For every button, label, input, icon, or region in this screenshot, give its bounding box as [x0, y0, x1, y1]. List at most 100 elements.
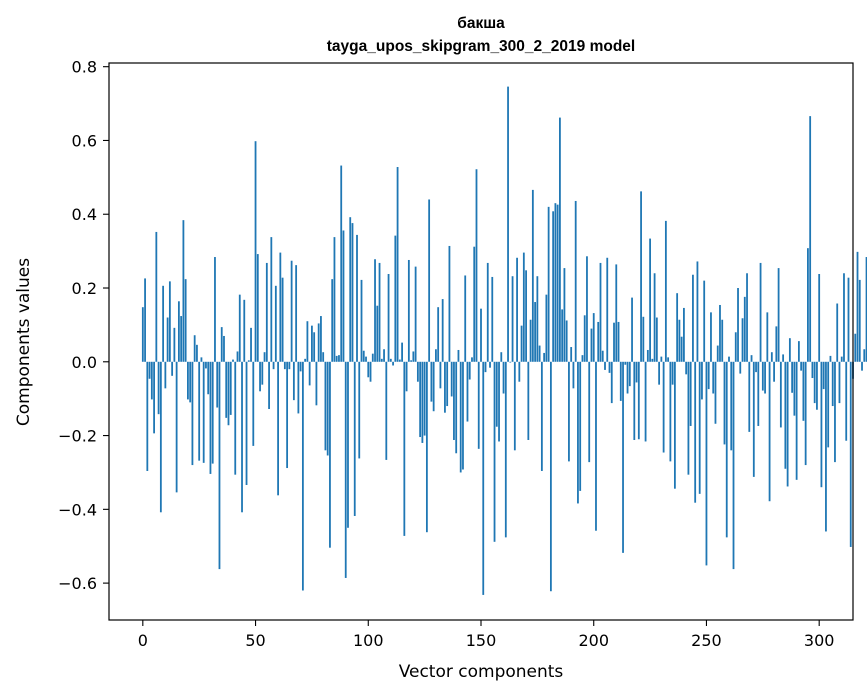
bar	[856, 251, 859, 362]
x-tick-label: 200	[578, 631, 609, 650]
bar	[538, 345, 541, 362]
y-tick-label: 0.8	[72, 58, 97, 77]
bar	[520, 325, 523, 362]
bar	[748, 361, 751, 432]
bar	[680, 336, 683, 362]
bar	[653, 273, 656, 362]
bar	[775, 326, 778, 362]
bar	[150, 361, 153, 400]
bar	[423, 361, 426, 436]
bar	[475, 169, 478, 362]
bar	[734, 332, 737, 362]
bar	[685, 361, 688, 375]
bar	[522, 252, 525, 362]
bar	[313, 332, 316, 362]
bar	[509, 361, 512, 363]
bar	[243, 299, 246, 362]
bar	[403, 361, 406, 536]
x-tick-label: 250	[691, 631, 722, 650]
bar	[292, 361, 295, 401]
bar	[633, 361, 636, 440]
bar	[457, 349, 460, 362]
bar	[468, 361, 471, 380]
y-tick-label: −0.6	[58, 574, 97, 593]
bar	[622, 361, 624, 553]
bar	[371, 353, 374, 362]
bar	[196, 344, 198, 362]
bar	[664, 220, 667, 362]
bar	[288, 361, 291, 370]
bar	[205, 361, 207, 369]
bar	[159, 361, 162, 513]
bar	[459, 361, 462, 473]
bar	[847, 277, 850, 362]
bar	[482, 361, 485, 595]
bar	[184, 279, 187, 362]
bar	[175, 361, 178, 493]
bar	[385, 361, 388, 460]
bar	[416, 361, 419, 382]
bar	[455, 361, 458, 454]
bar	[367, 361, 370, 378]
bar	[171, 361, 174, 376]
bar	[471, 357, 473, 362]
bar	[741, 318, 744, 362]
bar	[570, 347, 573, 362]
bar	[507, 86, 509, 362]
bar	[667, 357, 670, 362]
bar	[326, 361, 329, 456]
bar	[182, 220, 185, 362]
bar	[392, 361, 394, 366]
bar	[669, 361, 672, 462]
bar	[779, 361, 782, 428]
bar	[344, 361, 347, 578]
bar	[854, 333, 857, 362]
bar	[721, 319, 724, 362]
bar	[574, 200, 577, 362]
bar	[671, 361, 674, 385]
bar	[254, 141, 257, 362]
bar	[331, 279, 334, 362]
bar	[583, 315, 586, 362]
bar	[565, 320, 568, 362]
bar	[759, 262, 762, 362]
bar	[286, 361, 289, 469]
bar	[453, 361, 455, 440]
bar	[599, 262, 602, 362]
bar	[809, 116, 812, 362]
bar	[209, 361, 212, 474]
bar	[838, 361, 841, 404]
bar	[389, 358, 392, 362]
bar	[764, 361, 766, 394]
bar	[338, 355, 340, 362]
bar	[597, 321, 600, 362]
bar	[252, 361, 255, 446]
bar	[462, 361, 464, 470]
bar	[739, 361, 742, 374]
bar	[405, 361, 408, 392]
bar	[250, 327, 252, 362]
bar	[816, 361, 818, 410]
bar	[168, 281, 171, 362]
bar	[716, 345, 719, 362]
bar	[356, 234, 358, 362]
bar	[412, 351, 415, 362]
bar	[297, 361, 300, 414]
bar	[547, 206, 550, 362]
bar	[394, 235, 397, 362]
bar	[540, 361, 543, 471]
bar	[834, 361, 836, 463]
bar	[491, 276, 494, 362]
bar	[827, 361, 830, 448]
bar	[559, 117, 561, 362]
bar	[148, 361, 151, 379]
bar	[410, 360, 413, 362]
bar	[694, 361, 697, 503]
bar	[712, 361, 715, 394]
bar	[813, 361, 816, 404]
bar	[644, 361, 647, 442]
bar	[362, 350, 365, 362]
bar	[207, 361, 210, 395]
bar	[256, 254, 259, 362]
bar	[725, 361, 728, 538]
